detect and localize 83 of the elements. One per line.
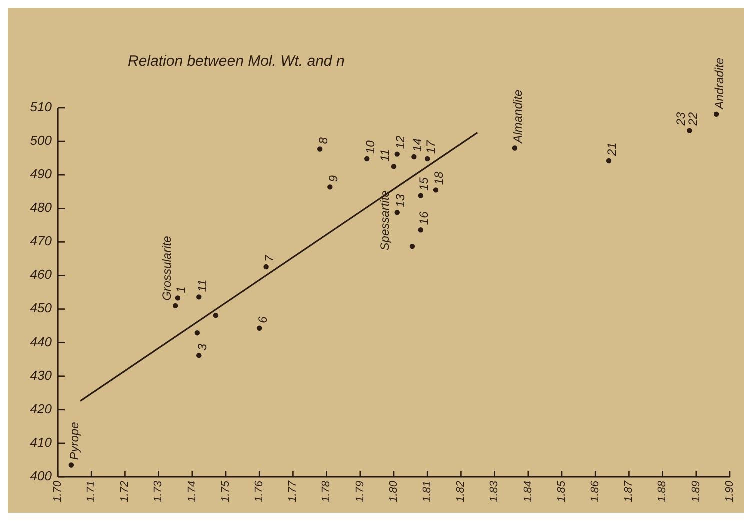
annotation: 23 xyxy=(674,112,688,127)
point xyxy=(433,188,439,193)
annotation: 18 xyxy=(432,172,446,186)
annotation: 11 xyxy=(195,280,210,292)
point xyxy=(328,184,333,190)
point xyxy=(264,264,269,270)
point xyxy=(196,352,202,358)
annotation: Spessartite xyxy=(378,190,392,251)
point xyxy=(687,128,692,134)
y-tick-label: 460 xyxy=(30,267,53,282)
point xyxy=(425,156,430,162)
x-tick-label: 1.88 xyxy=(656,480,669,502)
point xyxy=(512,146,518,151)
annotation: 12 xyxy=(394,136,408,150)
annotation: 21 xyxy=(605,142,620,157)
annotation: 6 xyxy=(256,316,270,324)
annotation: 7 xyxy=(262,254,276,262)
point xyxy=(394,152,400,157)
x-tick-label: 1.86 xyxy=(590,480,602,502)
point xyxy=(175,296,181,301)
y-tick-label: 420 xyxy=(30,401,53,416)
x-tick-label: 1.72 xyxy=(119,481,132,502)
x-tick-label: 1.83 xyxy=(488,480,501,502)
point xyxy=(391,164,397,170)
x-tick-label: 1.82 xyxy=(455,481,468,502)
point xyxy=(196,294,202,300)
x-tick-label: 1.76 xyxy=(254,480,266,502)
annotation: 1 xyxy=(174,286,188,294)
annotation: 11 xyxy=(378,149,392,162)
y-tick-label: 500 xyxy=(30,132,53,148)
x-tick-label: 1.89 xyxy=(690,481,702,502)
y-tick-label: 480 xyxy=(30,200,53,216)
point xyxy=(317,146,323,152)
point xyxy=(194,330,200,336)
x-tick-label: 1.90 xyxy=(724,480,736,502)
annotation: Almandite xyxy=(511,90,526,144)
x-tick-label: 1.79 xyxy=(354,481,366,502)
annotation: 15 xyxy=(417,177,432,191)
y-tick-label: 470 xyxy=(30,234,53,249)
point xyxy=(418,228,424,233)
x-tick-label: 1.73 xyxy=(152,480,165,502)
annotation: Pyrope xyxy=(68,422,82,460)
x-tick-label: 1.85 xyxy=(556,480,568,502)
point xyxy=(410,244,416,250)
x-tick-label: 1.87 xyxy=(623,480,636,502)
y-tick-label: 400 xyxy=(30,468,53,484)
annotation: 3 xyxy=(195,344,210,351)
annotation: 8 xyxy=(316,137,330,144)
annotation: 13 xyxy=(394,194,408,208)
annotation: 22 xyxy=(686,112,700,127)
x-tick-label: 1.74 xyxy=(186,481,198,502)
y-tick-label: 490 xyxy=(30,166,53,182)
point xyxy=(213,313,219,318)
point xyxy=(412,154,417,160)
annotation: Andradite xyxy=(712,58,727,110)
chart-title: Relation between Mol. Wt. and n xyxy=(128,53,345,70)
x-tick-label: 1.70 xyxy=(52,480,64,502)
annotation: 9 xyxy=(326,175,340,182)
annotation: Grossularite xyxy=(160,236,174,301)
point xyxy=(606,158,612,164)
point xyxy=(714,112,720,117)
x-tick-label: 1.78 xyxy=(320,480,333,502)
y-tick-label: 450 xyxy=(30,300,53,316)
point xyxy=(394,210,400,216)
point xyxy=(257,326,262,331)
x-tick-label: 1.71 xyxy=(86,481,98,502)
x-tick-label: 1.80 xyxy=(388,480,400,502)
annotation: 16 xyxy=(417,211,432,226)
point xyxy=(68,462,74,468)
point xyxy=(173,303,178,309)
y-tick-label: 430 xyxy=(30,368,53,383)
y-tick-label: 510 xyxy=(30,99,53,114)
x-tick-label: 1.75 xyxy=(220,480,232,502)
annotation: 17 xyxy=(424,139,438,154)
x-tick-label: 1.84 xyxy=(522,481,534,502)
point xyxy=(364,156,370,162)
annotation: 14 xyxy=(410,138,424,152)
annotation: 10 xyxy=(363,140,378,154)
x-tick-label: 1.77 xyxy=(287,480,300,502)
point xyxy=(418,193,424,198)
y-tick-label: 440 xyxy=(30,334,53,350)
y-tick-label: 410 xyxy=(30,434,53,450)
x-tick-label: 1.81 xyxy=(422,481,434,502)
